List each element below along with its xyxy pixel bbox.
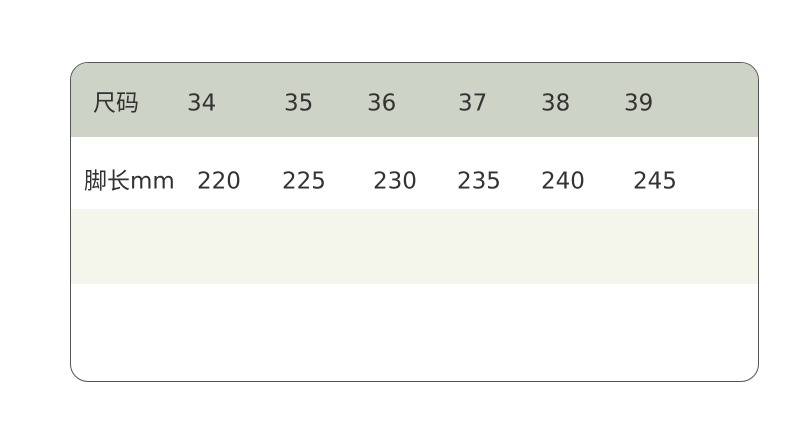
size-cell: 37 (458, 90, 488, 117)
header-row (71, 63, 758, 137)
size-cell: 34 (187, 90, 217, 117)
length-cell: 235 (457, 168, 501, 195)
size-cell: 38 (541, 90, 571, 117)
size-cell: 35 (284, 90, 314, 117)
size-cell: 36 (367, 90, 397, 117)
length-cell: 245 (633, 168, 677, 195)
size-cell: 39 (624, 90, 654, 117)
foot-length-row (71, 137, 758, 209)
empty-row (71, 209, 758, 284)
header-label: 尺码 (93, 90, 139, 117)
length-cell: 240 (541, 168, 585, 195)
row-label: 脚长mm (84, 168, 175, 195)
size-chart-table (70, 62, 759, 382)
length-cell: 225 (282, 168, 326, 195)
length-cell: 220 (197, 168, 241, 195)
length-cell: 230 (373, 168, 417, 195)
